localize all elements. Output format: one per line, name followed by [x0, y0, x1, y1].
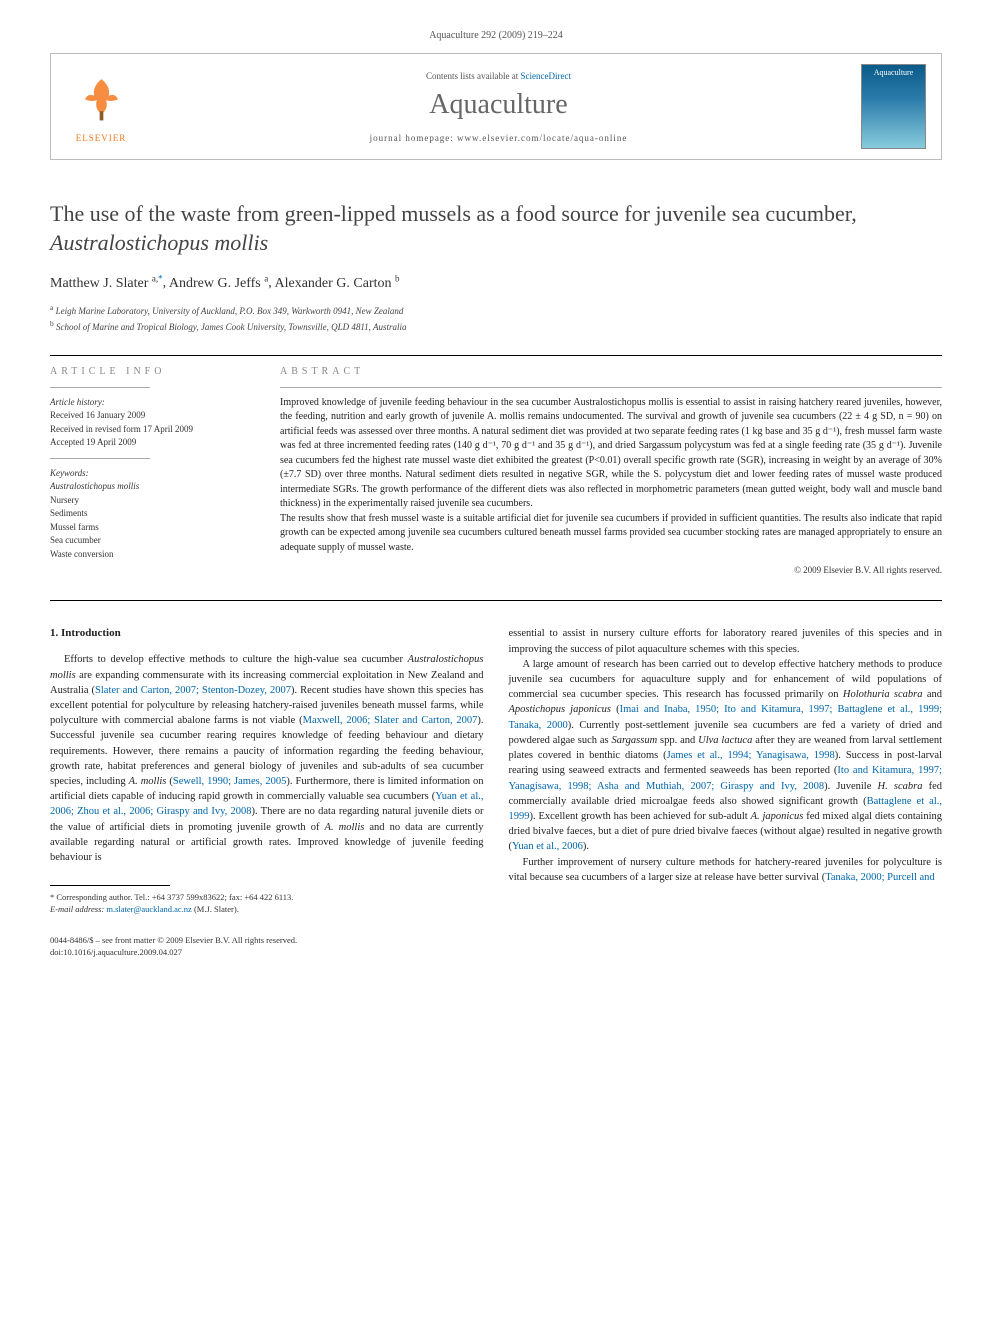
- body-paragraph: essential to assist in nursery culture e…: [509, 626, 943, 656]
- divider: [50, 600, 942, 601]
- keyword: Mussel farms: [50, 521, 250, 535]
- publisher-logo: ELSEVIER: [66, 70, 136, 143]
- abstract-paragraph: Improved knowledge of juvenile feeding b…: [280, 397, 942, 510]
- copyright-line: © 2009 Elsevier B.V. All rights reserved…: [280, 565, 942, 575]
- article-info-label: article info: [50, 366, 250, 377]
- publisher-name: ELSEVIER: [66, 133, 136, 143]
- email-link[interactable]: m.slater@auckland.ac.nz: [106, 904, 191, 914]
- citation-link[interactable]: Sewell, 1990; James, 2005: [173, 776, 286, 787]
- author-list: Matthew J. Slater a,*, Andrew G. Jeffs a…: [50, 273, 942, 292]
- citation-link[interactable]: Yuan et al., 2006: [512, 841, 583, 852]
- citation-link[interactable]: Slater and Carton, 2007; Stenton-Dozey, …: [95, 685, 291, 696]
- elsevier-tree-icon: [74, 70, 129, 125]
- citation-link[interactable]: Maxwell, 2006; Slater and Carton, 2007: [303, 715, 478, 726]
- keyword: Nursery: [50, 494, 250, 508]
- article-info-sidebar: article info Article history: Received 1…: [50, 366, 250, 576]
- abstract-column: abstract Improved knowledge of juvenile …: [280, 366, 942, 576]
- journal-title: Aquaculture: [136, 89, 861, 121]
- received-date: Received 16 January 2009: [50, 409, 250, 423]
- corresponding-footnote: * Corresponding author. Tel.: +64 3737 5…: [50, 892, 484, 916]
- abstract-label: abstract: [280, 366, 942, 377]
- section-heading: 1. Introduction: [50, 626, 484, 642]
- keyword: Waste conversion: [50, 548, 250, 562]
- revised-date: Received in revised form 17 April 2009: [50, 423, 250, 437]
- footnote-divider: [50, 885, 170, 886]
- body-paragraph: A large amount of research has been carr…: [509, 657, 943, 855]
- body-paragraph: Efforts to develop effective methods to …: [50, 652, 484, 865]
- abstract-paragraph: The results show that fresh mussel waste…: [280, 513, 942, 553]
- divider: [50, 355, 942, 356]
- article-title: The use of the waste from green-lipped m…: [50, 200, 942, 257]
- journal-homepage: journal homepage: www.elsevier.com/locat…: [136, 133, 861, 143]
- journal-reference: Aquaculture 292 (2009) 219–224: [50, 30, 942, 41]
- keyword: Sea cucumber: [50, 534, 250, 548]
- journal-cover-thumbnail: Aquaculture: [861, 64, 926, 149]
- citation-link[interactable]: Battaglene et al., 1999: [509, 796, 943, 822]
- citation-link[interactable]: Tanaka, 2000; Purcell and: [825, 872, 934, 883]
- keyword: Sediments: [50, 507, 250, 521]
- journal-header: ELSEVIER Contents lists available at Sci…: [50, 53, 942, 160]
- citation-link[interactable]: James et al., 1994; Yanagisawa, 1998: [667, 750, 835, 761]
- front-matter-line: 0044-8486/$ – see front matter © 2009 El…: [50, 934, 484, 959]
- keyword: Australostichopus mollis: [50, 480, 250, 494]
- author: Alexander G. Carton b: [274, 276, 399, 291]
- affiliations: a Leigh Marine Laboratory, University of…: [50, 302, 942, 335]
- accepted-date: Accepted 19 April 2009: [50, 436, 250, 450]
- keywords-label: Keywords:: [50, 467, 250, 481]
- right-column: essential to assist in nursery culture e…: [509, 626, 943, 958]
- sciencedirect-link[interactable]: ScienceDirect: [521, 71, 571, 81]
- citation-link[interactable]: Yuan et al., 2006; Zhou et al., 2006; Gi…: [50, 791, 483, 817]
- left-column: 1. Introduction Efforts to develop effec…: [50, 626, 484, 958]
- author: Matthew J. Slater a,*: [50, 276, 163, 291]
- author: Andrew G. Jeffs a: [169, 276, 268, 291]
- corresponding-marker[interactable]: *: [158, 273, 163, 283]
- history-label: Article history:: [50, 396, 250, 410]
- contents-available: Contents lists available at ScienceDirec…: [136, 71, 861, 81]
- body-paragraph: Further improvement of nursery culture m…: [509, 855, 943, 885]
